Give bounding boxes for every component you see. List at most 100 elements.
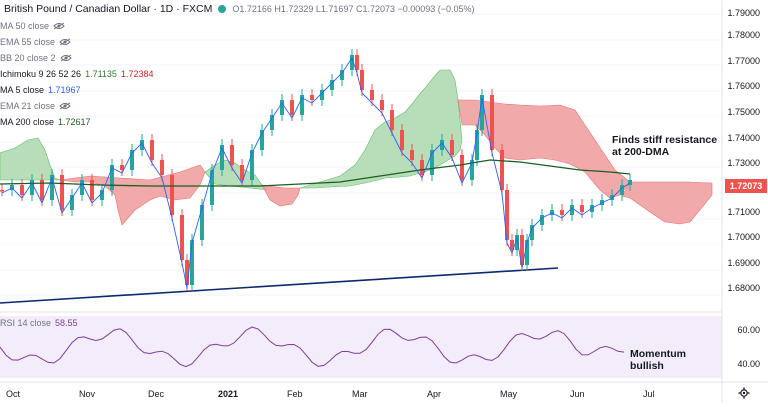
candle-body[interactable] <box>525 240 529 265</box>
candle-body[interactable] <box>240 165 244 180</box>
candle-body[interactable] <box>460 155 464 180</box>
ohlc-values: O1.72166 H1.72329 L1.71697 C1.72073 −0.0… <box>232 4 475 14</box>
indicator-ichimoku[interactable]: Ichimoku 9 26 52 26 1.71135 1.72384 <box>0 69 153 79</box>
ma5-line[interactable] <box>1 56 631 289</box>
candle-body[interactable] <box>185 260 189 285</box>
candle-body[interactable] <box>410 150 414 160</box>
price-axis-label: 1.74000 <box>727 133 760 143</box>
candle-body[interactable] <box>120 165 124 170</box>
candle-body[interactable] <box>570 205 574 215</box>
candle-body[interactable] <box>70 195 74 210</box>
candle-body[interactable] <box>210 170 214 205</box>
candle-body[interactable] <box>130 150 134 170</box>
time-axis-label: Feb <box>287 389 303 399</box>
candle-body[interactable] <box>420 160 424 175</box>
candle-body[interactable] <box>20 185 24 195</box>
last-price-tag[interactable]: 1.72073 <box>725 179 767 193</box>
candle-body[interactable] <box>515 235 519 250</box>
candle-body[interactable] <box>360 70 364 90</box>
candlesticks <box>0 49 632 291</box>
candle-body[interactable] <box>80 180 84 195</box>
candle-body[interactable] <box>390 110 394 130</box>
candle-body[interactable] <box>350 55 354 70</box>
candle-body[interactable] <box>60 175 64 210</box>
candle-body[interactable] <box>440 140 444 150</box>
ma200-line[interactable] <box>0 159 631 187</box>
candle-body[interactable] <box>580 205 584 212</box>
candle-body[interactable] <box>400 130 404 150</box>
candle-body[interactable] <box>500 150 504 190</box>
candle-body[interactable] <box>505 190 509 240</box>
candle-body[interactable] <box>480 95 484 130</box>
indicator-bb20[interactable]: BB 20 close 2 <box>0 53 72 63</box>
price-axis-label: 1.75000 <box>727 107 760 117</box>
candle-body[interactable] <box>470 160 474 180</box>
candle-body[interactable] <box>320 90 324 100</box>
price-axis-label: 1.77000 <box>727 56 760 66</box>
candle-body[interactable] <box>330 80 334 90</box>
candle-body[interactable] <box>510 240 514 250</box>
candle-body[interactable] <box>560 210 564 215</box>
candle-body[interactable] <box>310 95 314 100</box>
candle-body[interactable] <box>170 175 174 215</box>
ichimoku-cloud-red-4 <box>621 181 713 225</box>
rsi-band <box>0 316 722 378</box>
candle-body[interactable] <box>540 215 544 225</box>
candle-body[interactable] <box>250 150 254 180</box>
indicator-ma50[interactable]: MA 50 close <box>0 21 65 31</box>
candle-body[interactable] <box>430 150 434 175</box>
candle-body[interactable] <box>0 190 4 192</box>
candle-body[interactable] <box>340 70 344 80</box>
candle-body[interactable] <box>270 115 274 130</box>
candle-body[interactable] <box>50 175 54 200</box>
indicator-rsi[interactable]: RSI 14 close 58.55 <box>0 318 78 328</box>
indicator-ma200[interactable]: MA 200 close 1.72617 <box>0 117 91 127</box>
candle-body[interactable] <box>100 190 104 200</box>
ichimoku-cloud-red-2 <box>261 184 301 207</box>
candle-body[interactable] <box>40 180 44 200</box>
candle-body[interactable] <box>260 130 264 150</box>
candle-body[interactable] <box>620 185 624 195</box>
candle-body[interactable] <box>355 55 359 70</box>
candle-body[interactable] <box>190 240 194 285</box>
gear-icon[interactable] <box>738 387 750 399</box>
candle-body[interactable] <box>380 100 384 110</box>
indicator-ema55[interactable]: EMA 55 close <box>0 37 71 47</box>
indicator-ma5[interactable]: MA 5 close 1.71967 <box>0 85 81 95</box>
hidden-eye-icon[interactable] <box>59 54 72 62</box>
symbol-title[interactable]: British Pound / Canadian Dollar · 1D · F… <box>4 3 213 15</box>
candle-body[interactable] <box>530 225 534 240</box>
candle-body[interactable] <box>230 145 234 165</box>
candle-body[interactable] <box>220 145 224 170</box>
hidden-eye-icon[interactable] <box>59 102 71 110</box>
candle-body[interactable] <box>450 140 454 155</box>
candle-body[interactable] <box>280 100 284 115</box>
time-axis-label: Jul <box>643 389 655 399</box>
candle-body[interactable] <box>300 95 304 115</box>
candle-body[interactable] <box>160 160 164 175</box>
hidden-eye-icon[interactable] <box>53 22 65 30</box>
candle-body[interactable] <box>90 180 94 200</box>
candle-body[interactable] <box>150 140 154 160</box>
price-axis-label: 1.70000 <box>727 232 760 242</box>
indicator-ema21[interactable]: EMA 21 close <box>0 101 71 111</box>
rsi-line[interactable] <box>0 326 625 368</box>
candle-body[interactable] <box>290 100 294 115</box>
support-trendline[interactable] <box>0 267 559 304</box>
candle-body[interactable] <box>520 235 524 265</box>
candle-body[interactable] <box>140 140 144 150</box>
candle-body[interactable] <box>370 90 374 100</box>
candle-body[interactable] <box>475 130 479 160</box>
candle-body[interactable] <box>490 95 494 150</box>
candle-body[interactable] <box>110 165 114 190</box>
candle-body[interactable] <box>180 215 184 260</box>
candle-body[interactable] <box>628 180 632 185</box>
ichimoku-value-1: 1.71135 <box>85 69 117 79</box>
candle-body[interactable] <box>30 180 34 195</box>
time-axis-label: Mar <box>352 389 368 399</box>
hidden-eye-icon[interactable] <box>59 38 71 46</box>
candle-body[interactable] <box>200 205 204 240</box>
ma200-value: 1.72617 <box>58 117 91 127</box>
